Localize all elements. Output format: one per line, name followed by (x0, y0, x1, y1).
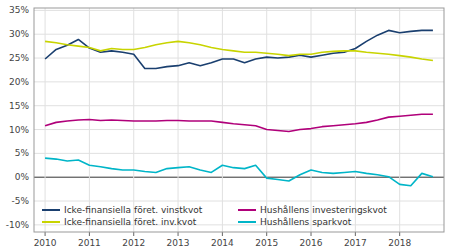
x-tick (399, 232, 400, 236)
x-tick-label: 2010 (34, 238, 57, 248)
x-tick (178, 232, 179, 236)
x-tick (311, 232, 312, 236)
y-tick-label: -10% (6, 220, 30, 230)
grid-line (34, 201, 444, 202)
y-tick-label: 10% (9, 125, 29, 135)
x-tick-label: 2017 (344, 238, 367, 248)
y-tick-label: 25% (9, 53, 29, 63)
legend-swatch (42, 209, 60, 211)
y-tick-label: 0% (15, 172, 30, 182)
legend-swatch (42, 221, 60, 223)
series-group (45, 30, 433, 185)
series-line (45, 30, 433, 68)
series-line (45, 114, 433, 131)
x-tick-label: 2016 (300, 238, 323, 248)
grid-line (266, 8, 267, 232)
x-tick (355, 232, 356, 236)
x-tick-label: 2012 (122, 238, 145, 248)
x-tick (133, 232, 134, 236)
grid-line (34, 129, 444, 130)
legend: Icke-finansiella föret. vinstkvot Hushåll… (42, 205, 387, 227)
x-tick-label: 2018 (388, 238, 411, 248)
y-tick-label: 30% (9, 29, 29, 39)
x-tick-label: 2014 (211, 238, 234, 248)
series-line (45, 158, 433, 186)
series-line (45, 41, 433, 60)
grid-line (355, 8, 356, 232)
x-tick (222, 232, 223, 236)
legend-label: Icke-finansiella föret. vinstkvot (64, 205, 203, 215)
y-tick-label: 35% (9, 5, 29, 15)
grid (34, 8, 444, 232)
grid-line (399, 8, 400, 232)
grid-line (34, 10, 444, 11)
y-tick-label: -5% (11, 196, 29, 206)
grid-line (34, 81, 444, 82)
grid-line (133, 8, 134, 232)
grid-line (222, 8, 223, 232)
legend-label: Hushållens investeringskvot (260, 205, 387, 215)
x-tick-label: 2013 (167, 238, 190, 248)
legend-label: Icke-finansiella föret. inv.kvot (64, 217, 197, 227)
legend-swatch (238, 221, 256, 223)
x-tick-label: 2015 (255, 238, 278, 248)
grid-line (34, 58, 444, 59)
x-tick (89, 232, 90, 236)
x-tick (266, 232, 267, 236)
y-tick-label: 20% (9, 77, 29, 87)
y-tick-label: 15% (9, 101, 29, 111)
zero-line (34, 177, 444, 178)
grid-line (311, 8, 312, 232)
grid-line (34, 153, 444, 154)
y-tick-label: 5% (15, 148, 30, 158)
chart: -10% -5% 0% 5% 10% 15% 20% 25% 30% 35% 2010 2011 201… (0, 0, 454, 252)
x-tick (45, 232, 46, 236)
legend-swatch (238, 209, 256, 211)
grid-line (34, 105, 444, 106)
x-tick-label: 2011 (78, 238, 101, 248)
plot-frame (34, 8, 444, 232)
legend-label: Hushållens sparkvot (260, 217, 352, 227)
